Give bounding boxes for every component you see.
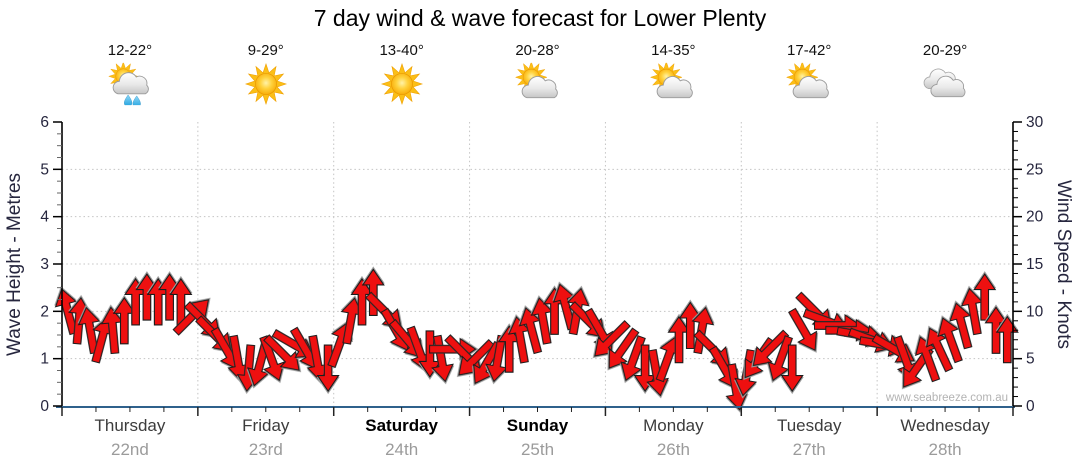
gridlines (62, 122, 1013, 406)
day-column: 13-40° (334, 42, 470, 111)
tick-label: 0 (1026, 398, 1035, 415)
day-date-label: 28th (928, 440, 962, 459)
days-header: 12-22° 9-29° 13-40° 20-28° 14-35° 17-42° 20-29… (62, 42, 1013, 111)
day-name-label: Monday (643, 416, 704, 435)
tick-label: 0 (40, 398, 49, 415)
day-date-label: 22nd (111, 440, 149, 459)
tick-label: 25 (1026, 161, 1043, 178)
temperature-range: 20-29° (922, 42, 968, 59)
tick-label: 3 (40, 256, 49, 273)
day-name-label: Thursday (94, 416, 166, 435)
tick-label: 10 (1026, 303, 1044, 320)
day-column: 9-29° (198, 42, 334, 111)
day-label-column: Sunday 25th (470, 416, 606, 460)
day-column: 17-42° (741, 42, 877, 111)
day-date-label: 26th (656, 440, 690, 459)
tick-label: 2 (40, 303, 49, 320)
wind-arrow-series (51, 268, 1019, 413)
day-column: 20-29° (877, 42, 1013, 111)
right-axis-title: Wind Speed - Knots (1053, 179, 1074, 349)
day-column: 14-35° (605, 42, 741, 111)
x-axis-day-labels: Thursday 22nd Friday 23rd Saturday 24th Sunday… (62, 416, 1013, 460)
day-label-column: Wednesday 28th (877, 416, 1013, 460)
day-label-column: Friday 23rd (198, 416, 334, 460)
temperature-range: 12-22° (107, 42, 153, 59)
day-name-label: Saturday (365, 416, 439, 435)
temperature-range: 9-29° (247, 42, 284, 59)
page-title: 7 day wind & wave forecast for Lower Ple… (313, 5, 767, 31)
day-date-label: 27th (792, 440, 826, 459)
day-label-column: Tuesday 27th (741, 416, 877, 460)
tick-label: 30 (1026, 114, 1044, 131)
day-label-column: Monday 26th (605, 416, 741, 460)
tick-label: 1 (40, 351, 49, 368)
tick-label: 6 (40, 114, 49, 131)
day-label-column: Saturday 24th (334, 416, 470, 460)
temperature-range: 17-42° (787, 42, 832, 59)
day-date-label: 23rd (248, 440, 283, 459)
day-name-label: Friday (242, 416, 290, 435)
tick-label: 20 (1026, 209, 1044, 226)
tick-label: 4 (40, 209, 49, 226)
day-date-label: 24th (385, 440, 419, 459)
temperature-range: 14-35° (651, 42, 696, 59)
temperature-range: 13-40° (379, 42, 424, 59)
day-label-column: Thursday 22nd (62, 416, 198, 460)
day-column: 20-28° (470, 42, 606, 111)
axes: 0 1 2 3 4 5 6 0 5 10 15 20 25 30 (40, 114, 1044, 416)
watermark: www.seabreeze.com.au (885, 392, 1008, 404)
day-name-label: Wednesday (900, 416, 990, 435)
day-date-label: 25th (520, 440, 555, 459)
left-axis-title: Wave Height - Metres (4, 172, 25, 356)
day-column: 12-22° (62, 42, 198, 111)
day-name-label: Tuesday (776, 416, 842, 435)
day-name-label: Sunday (506, 416, 569, 435)
tick-label: 5 (1026, 351, 1035, 368)
tick-label: 15 (1026, 256, 1043, 273)
tick-label: 5 (40, 161, 49, 178)
temperature-range: 20-28° (515, 42, 560, 59)
